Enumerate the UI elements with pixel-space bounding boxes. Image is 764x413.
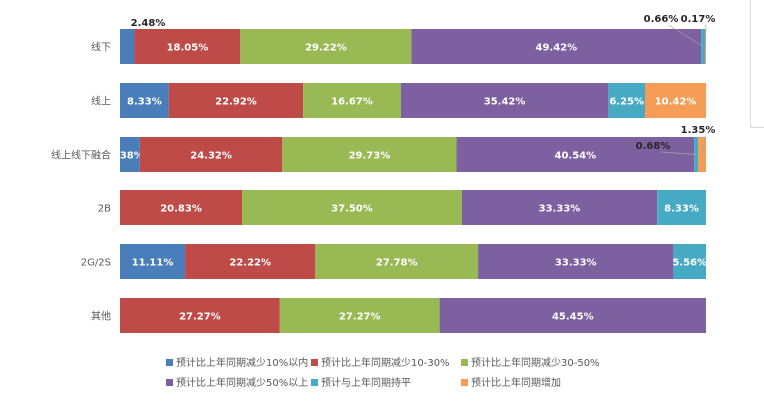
bar-segment [411,29,702,64]
bar-segment [134,29,241,64]
bar-segment [139,137,283,172]
plot-area: 线下 2.48% 18.05% 29.22% 49.42% 0.66% 0.17% 线上 8.3… [51,14,715,333]
data-label: 16.67% [331,97,373,108]
legend-swatch [461,359,468,366]
data-label: 33.33% [555,258,597,269]
bar-segment [282,137,457,172]
bar-segment [315,244,479,279]
bar-segment [120,244,186,279]
legend-item: 预计比上年同期减少50%以上 [166,376,308,389]
data-label: 0.17% [681,14,716,25]
bar-segment [456,137,695,172]
data-label: 24.32% [190,151,232,162]
category-label: 线上 [91,95,111,108]
data-label: 22.92% [215,97,257,108]
data-label: 0.68% [636,141,671,152]
bar-segment [608,83,645,118]
legend-item: 预计比上年同期减少10-30% [311,356,450,369]
bar-segment [478,244,674,279]
bar-segment [644,83,707,118]
legend-label: 预计比上年同期减少50%以上 [176,376,308,389]
data-label: 29.22% [305,43,347,54]
legend-swatch [166,359,173,366]
legend-swatch [461,379,468,386]
data-label: 8.33% [127,97,162,108]
leader-line [660,151,697,155]
data-label: 1.35% [681,125,716,136]
legend-label: 预计与上年同期持平 [321,376,411,389]
data-label: 6.25% [609,97,644,108]
leader-line [701,135,707,155]
legend-label: 预计比上年同期减少10%以内 [176,356,308,369]
panel-edge-line [750,0,751,128]
bar-segment [279,298,440,333]
category-label: 2G/2S [81,258,111,269]
bar-segment [242,190,462,225]
category-label: 2B [98,204,111,215]
data-label: 27.27% [339,312,381,323]
bar-segment [303,83,401,118]
leader-line [668,24,704,47]
bar-segment [657,190,706,225]
data-label: 45.45% [552,312,594,323]
bar-segment [439,298,706,333]
bar-segment [400,83,609,118]
bar-segment [120,190,243,225]
data-label: 8.33% [664,204,699,215]
bar-segment [701,29,706,64]
legend-item: 预计比上年同期增加 [461,376,561,389]
bar-segment [120,83,169,118]
legend-label: 预计比上年同期增加 [471,376,561,389]
bar-segment [120,298,280,333]
data-label: 10.42% [655,97,697,108]
data-label: 18.05% [167,43,209,54]
data-label: 40.54% [554,151,596,162]
bar-segment [168,83,304,118]
data-label: 20.83% [160,204,202,215]
bar-segment [120,137,140,172]
data-label: 29.73% [349,151,391,162]
data-label: 11.11% [132,258,174,269]
data-label: 5.56% [672,258,707,269]
legend-label: 预计比上年同期减少30-50% [471,356,600,369]
legend-item: 预计比上年同期减少10%以内 [166,356,308,369]
legend: 预计比上年同期减少10%以内 预计比上年同期减少10-30% 预计比上年同期减少30… [166,356,600,389]
category-label: 其他 [91,310,111,323]
bar-segment [461,190,658,225]
data-label: 33.33% [539,204,581,215]
panel-edge-tick [750,127,764,128]
legend-label: 预计比上年同期减少10-30% [321,356,450,369]
data-label: 2.48% [131,18,166,29]
bar-segment [185,244,316,279]
category-label: 线上线下融合 [51,149,111,162]
legend-item: 预计比上年同期减少30-50% [461,356,600,369]
legend-swatch [311,379,318,386]
legend-swatch [311,359,318,366]
bar-segment [673,244,706,279]
legend-swatch [166,379,173,386]
data-label: 49.42% [536,43,578,54]
category-label: 线下 [91,41,111,54]
data-label: 27.78% [376,258,418,269]
legend-item: 预计与上年同期持平 [311,376,411,389]
data-label: 37.50% [331,204,373,215]
data-label: 0.66% [644,14,679,25]
data-label: .38% [116,151,144,162]
data-label: 27.27% [179,312,221,323]
bar-segment [120,29,135,64]
bar-segment [240,29,412,64]
data-label: 35.42% [484,97,526,108]
data-label: 22.22% [229,258,271,269]
